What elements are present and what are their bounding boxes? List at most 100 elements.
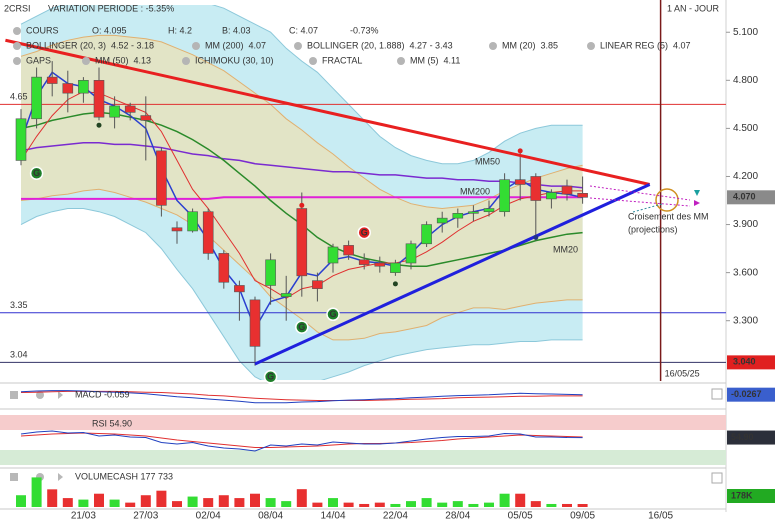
volume-bar <box>421 498 432 507</box>
volume-bar <box>312 502 323 507</box>
bollinger-line <box>20 188 583 341</box>
indicator-line <box>20 430 583 452</box>
variation: VARIATION PERIODE : -5.35% <box>48 3 174 13</box>
value-tag-label: 178K <box>731 490 753 500</box>
signal-label: G <box>329 309 336 319</box>
candle-body <box>436 217 448 224</box>
price-panel <box>0 5 726 380</box>
volume-bar <box>62 498 73 507</box>
legend-label: MM (5) <box>410 55 439 65</box>
candle-body <box>546 192 557 200</box>
legend-value: 4.07 <box>249 40 267 50</box>
legend-icon <box>489 42 497 50</box>
candle-body <box>374 262 386 267</box>
annotation-leader <box>632 203 663 213</box>
legend-value: 4.27 - 3.43 <box>410 40 453 50</box>
annotation: MM50 <box>475 156 500 166</box>
legend-label: ICHIMOKU (30, 10) <box>195 55 274 65</box>
legend-value: 4.07 <box>673 40 691 50</box>
bollinger-line <box>20 34 583 210</box>
signal-label: G <box>33 168 40 178</box>
volume-bar <box>562 503 572 507</box>
candle-body <box>577 193 588 198</box>
candle-body <box>187 211 198 232</box>
annotation: MM20 <box>553 244 578 254</box>
y-tick-label: 3.900 <box>733 219 758 230</box>
x-tick-label: 08/04 <box>258 511 283 522</box>
y-tick-label: 3.600 <box>733 267 758 278</box>
candle-body <box>249 299 261 347</box>
candle-body <box>483 208 495 213</box>
candle-body <box>514 179 526 185</box>
volume-bar <box>328 498 338 507</box>
fractal-dot <box>392 281 398 287</box>
volume-bar <box>390 503 401 507</box>
projection-arrow <box>694 190 700 196</box>
signal-marker <box>29 166 44 181</box>
signal-line <box>20 432 583 448</box>
panel-title: MACD -0.059 <box>75 389 130 399</box>
y-tick-label: 3.300 <box>733 315 758 326</box>
candle-body <box>218 253 230 283</box>
legend-label: MM (200) <box>205 40 244 50</box>
value-tag-label: -0.0267 <box>731 389 762 399</box>
volume-bar <box>452 501 463 507</box>
signal-marker <box>326 307 340 322</box>
y-tick-label: 5.100 <box>733 27 758 38</box>
volume-bar <box>47 489 58 507</box>
candle-body <box>171 227 183 232</box>
signal-label: G <box>298 322 305 332</box>
value-tag <box>727 387 775 402</box>
value-tag <box>727 430 775 445</box>
trendline <box>254 183 651 366</box>
candle-body <box>265 259 276 286</box>
level-label: 3.04 <box>10 350 28 360</box>
candle-body <box>296 208 308 277</box>
legend-value: 4.11 <box>444 55 461 65</box>
candle-body <box>280 293 292 297</box>
fractal-dot <box>299 202 305 208</box>
checkbox[interactable] <box>711 388 723 400</box>
legend-icon <box>13 42 21 50</box>
date-marker-label: 16/05/25 <box>665 368 700 378</box>
candle-body <box>202 211 214 254</box>
volume-bar <box>109 499 120 507</box>
indicator-line <box>20 390 583 404</box>
projection-arrow <box>694 200 700 206</box>
volume-bar <box>187 496 198 507</box>
price-tag <box>727 190 775 205</box>
candle-body <box>499 179 510 213</box>
checkbox[interactable] <box>711 472 723 484</box>
volume-bar <box>125 502 136 507</box>
candle-body <box>46 76 58 84</box>
y-tick-label: 4.800 <box>733 75 758 86</box>
candle-body <box>234 285 245 293</box>
legend-label: BOLLINGER (20, 1.888) <box>307 40 405 50</box>
fractal-dot <box>517 148 523 154</box>
rsi-band <box>0 450 726 465</box>
candle-body <box>78 80 89 94</box>
volume-bar <box>484 502 494 507</box>
volume-bar <box>468 503 479 507</box>
panel-title: VOLUMECASH 177 733 <box>75 471 173 481</box>
legend-label: O: 4.095 <box>92 25 127 35</box>
projection-circle <box>655 188 679 212</box>
candle-body <box>327 246 339 264</box>
legend-value: 4.13 <box>134 55 152 65</box>
volume-bar <box>78 499 89 507</box>
period: 1 AN - JOUR <box>667 3 720 13</box>
x-tick-label: 05/05 <box>508 511 533 522</box>
legend-icon <box>13 57 21 65</box>
legend-label: GAPS <box>26 55 51 65</box>
volume-bar <box>374 502 385 507</box>
legend-label: COURS <box>26 25 59 35</box>
signal-line <box>20 390 583 401</box>
legend-label: MM (50) <box>95 55 129 65</box>
candle-body <box>405 243 417 264</box>
volume-bar <box>296 489 307 507</box>
value-tag-label: 54.90 <box>731 432 754 442</box>
candle-body <box>530 176 542 201</box>
candle-body <box>31 76 42 120</box>
fractal-dot <box>533 234 539 240</box>
